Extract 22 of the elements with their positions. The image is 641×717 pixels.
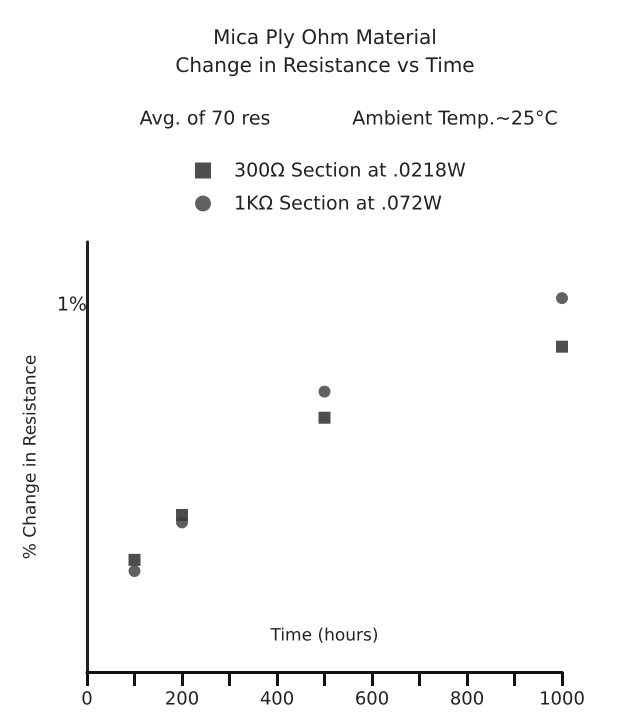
x-tick-label: 200: [164, 688, 200, 710]
x-tick-label: 600: [354, 688, 390, 710]
y-axis-title: % Change in Resistance: [20, 354, 40, 560]
text: Ambient Temp.~25°C: [352, 108, 558, 130]
point: [176, 516, 188, 528]
chart-subtitle: Change in Resistance vs Time: [175, 53, 475, 77]
legend-label: 300Ω Section at .0218W: [234, 160, 466, 182]
legend-label: 1KΩ Section at .072W: [234, 192, 442, 214]
point: [556, 292, 568, 304]
chart-title: Mica Ply Ohm Material: [213, 25, 437, 49]
text: Avg. of 70 res: [140, 108, 270, 130]
point: [318, 386, 330, 398]
x-tick-label: 1000: [539, 688, 585, 710]
x-axis-title: Time (hours): [269, 626, 379, 646]
point: [128, 565, 140, 578]
x-tick-label: 800: [450, 688, 484, 710]
x-tick-label: 400: [260, 688, 294, 710]
point: [128, 554, 140, 566]
text: 1%: [56, 294, 87, 316]
point: [318, 412, 330, 424]
point: [556, 340, 568, 353]
x-tick-label: 0: [81, 688, 93, 710]
